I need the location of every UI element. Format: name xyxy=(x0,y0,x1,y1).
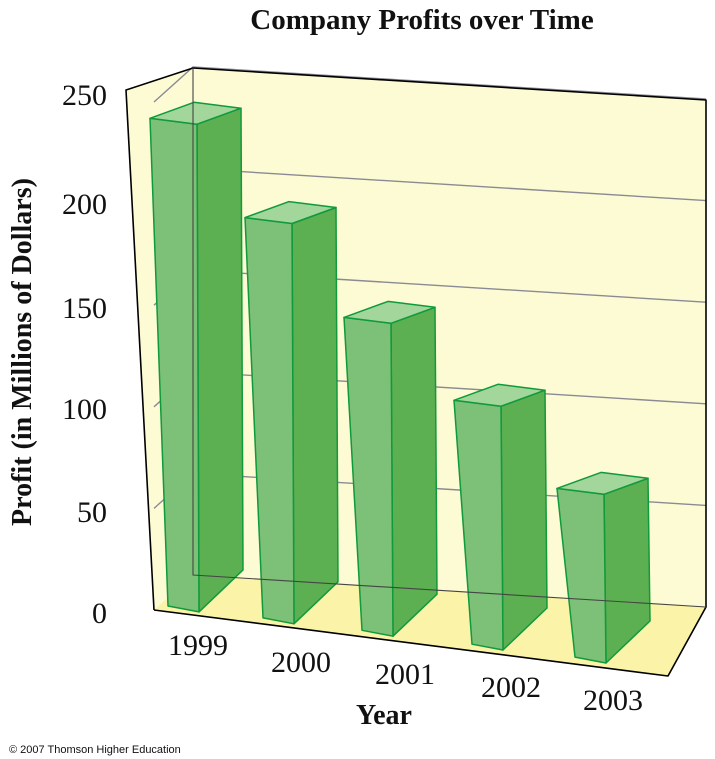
frame-back-edges xyxy=(192,68,707,608)
bar-top-2002 xyxy=(453,383,546,407)
bar-top-1999 xyxy=(149,101,242,125)
bar-side-2000 xyxy=(291,206,339,625)
y-tick-50: 50 xyxy=(77,496,107,529)
x-tick-2002: 2002 xyxy=(481,671,541,704)
y-tick-labels: 0 50 100 150 200 250 xyxy=(62,79,107,630)
bar-1999 xyxy=(149,101,244,613)
y-axis-label: Profit (in Millions of Dollars) xyxy=(7,178,38,526)
y-tick-250: 250 xyxy=(62,79,107,112)
bar-2000 xyxy=(244,200,339,625)
frame-outline xyxy=(125,67,707,677)
y-tick-0: 0 xyxy=(92,597,107,630)
gridline-250 xyxy=(153,66,707,103)
x-tick-2003: 2003 xyxy=(583,684,643,717)
x-axis-label: Year xyxy=(356,700,412,731)
bar-side-2002 xyxy=(500,389,548,651)
bars xyxy=(149,101,651,664)
bar-top-2000 xyxy=(244,200,337,225)
bar-top-2001 xyxy=(343,300,436,325)
bar-2003 xyxy=(556,471,651,664)
chart-title: Company Profits over Time xyxy=(250,4,594,36)
bar-side-1999 xyxy=(196,107,244,613)
x-tick-2001: 2001 xyxy=(375,658,435,691)
chart-frame xyxy=(125,67,707,677)
y-tick-150: 150 xyxy=(62,292,107,325)
copyright-text: © 2007 Thomson Higher Education xyxy=(9,744,181,756)
bar-2002 xyxy=(453,383,548,651)
bar-top-2003 xyxy=(556,471,649,496)
bar-2001 xyxy=(343,300,438,637)
bar-side-2001 xyxy=(390,306,438,637)
y-tick-100: 100 xyxy=(62,393,107,426)
x-tick-1999: 1999 xyxy=(168,629,228,662)
x-tick-labels: 1999 2000 2001 2002 2003 xyxy=(168,629,643,717)
y-tick-200: 200 xyxy=(62,188,107,221)
x-tick-2000: 2000 xyxy=(271,646,331,679)
